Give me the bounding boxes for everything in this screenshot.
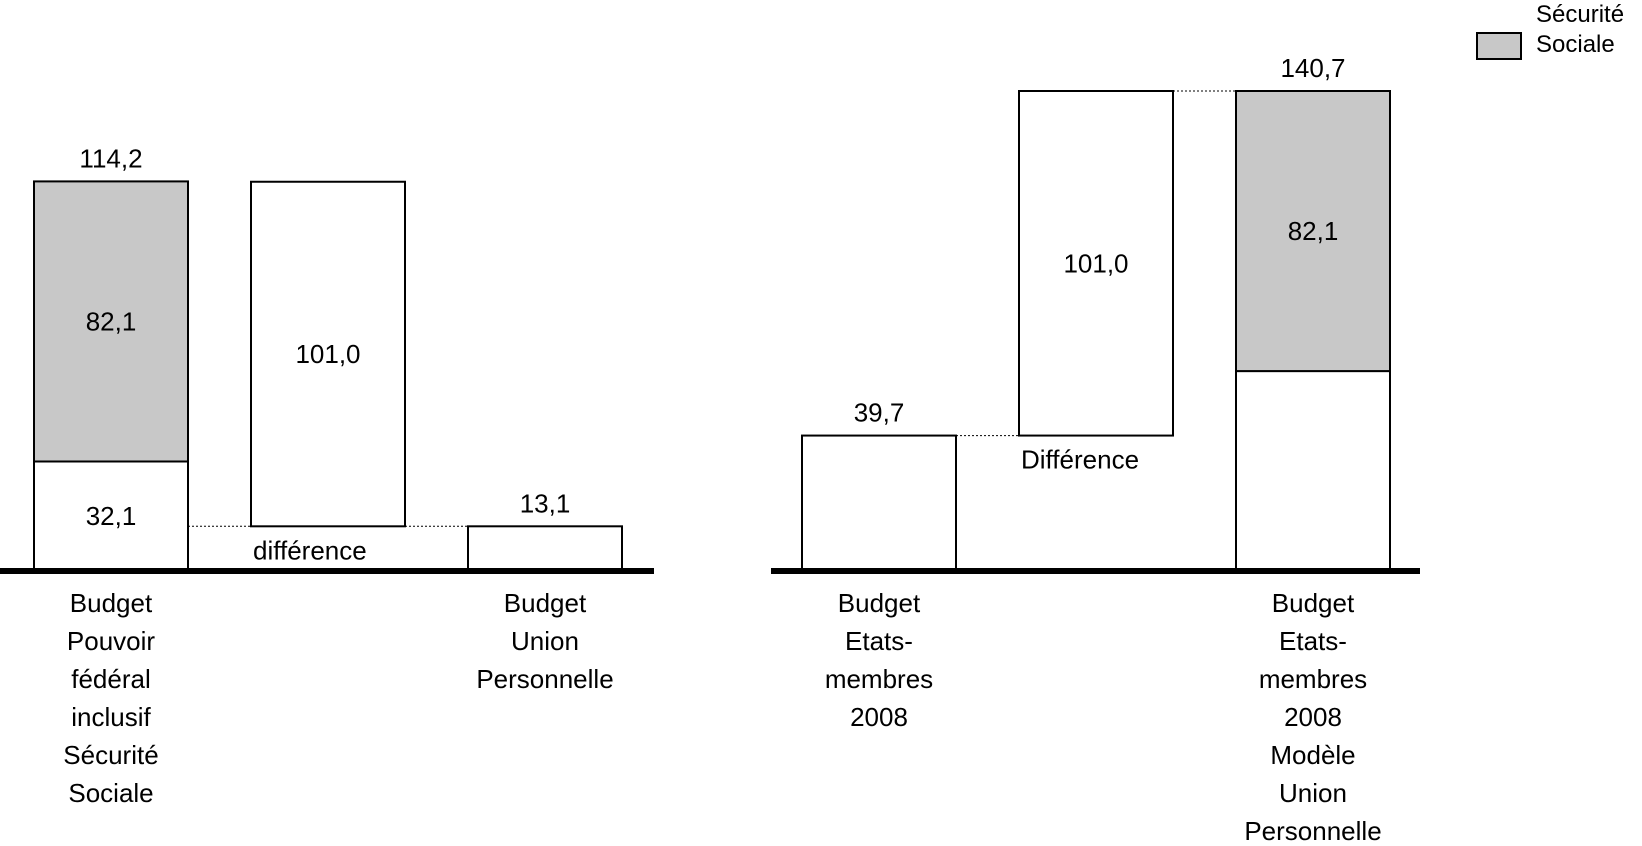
category-label-2-3-6: Union bbox=[1279, 778, 1347, 808]
legend-label-line1: Sécurité bbox=[1536, 1, 1625, 28]
category-label-2-1-2: Etats- bbox=[845, 626, 913, 656]
category-label-2-1-1: Budget bbox=[838, 588, 921, 618]
category-label-1-3-2: Union bbox=[511, 626, 579, 656]
category-label-2-3-5: Modèle bbox=[1270, 740, 1355, 770]
bar-segment-1-1-2 bbox=[33, 180, 189, 463]
category-label-1-1-1: Budget bbox=[70, 588, 153, 618]
category-label-2-3-1: Budget bbox=[1272, 588, 1355, 618]
category-label-2-3-3: membres bbox=[1259, 664, 1367, 694]
category-label-1-1-3: fédéral bbox=[71, 664, 151, 694]
difference-label-2: Différence bbox=[1021, 445, 1139, 475]
category-label-2-3-4: 2008 bbox=[1284, 702, 1342, 732]
total-label-2-1: 39,7 bbox=[854, 398, 905, 428]
bar-segment-1-2-1 bbox=[250, 180, 406, 528]
bar-segment-2-3-1 bbox=[1235, 370, 1391, 573]
segment-label-1-1-1: 32,1 bbox=[86, 501, 137, 531]
category-label-2-3-7: Personnelle bbox=[1244, 816, 1381, 846]
category-label-1-1-2: Pouvoir bbox=[67, 626, 155, 656]
segment-label-2-2-1: 101,0 bbox=[1063, 248, 1128, 278]
bar-segment-1-1-1 bbox=[33, 460, 189, 573]
legend-swatch-securite-sociale bbox=[1476, 32, 1522, 60]
bar-segment-2-1-1 bbox=[801, 434, 957, 572]
segment-label-2-3-2: 82,1 bbox=[1288, 216, 1339, 246]
bar-segment-2-2-1 bbox=[1018, 90, 1174, 437]
total-label-2-3: 140,7 bbox=[1280, 53, 1345, 83]
category-label-2-3-2: Etats- bbox=[1279, 626, 1347, 656]
total-label-1-3: 13,1 bbox=[520, 488, 571, 518]
category-label-2-1-4: 2008 bbox=[850, 702, 908, 732]
segment-label-1-2-1: 101,0 bbox=[295, 339, 360, 369]
segment-label-1-1-2: 82,1 bbox=[86, 306, 137, 336]
category-label-1-1-4: inclusif bbox=[71, 702, 151, 732]
category-label-1-1-5: Sécurité bbox=[63, 740, 158, 770]
category-label-1-1-6: Sociale bbox=[68, 778, 153, 808]
legend-label-line2: Sociale bbox=[1536, 31, 1615, 58]
category-label-1-3-1: Budget bbox=[504, 588, 587, 618]
difference-label-1: différence bbox=[253, 535, 367, 565]
total-label-1-1: 114,2 bbox=[79, 143, 142, 173]
bar-segment-1-3-1 bbox=[467, 525, 623, 572]
legend-label: Sécurité Sociale bbox=[1536, 0, 1624, 60]
category-label-1-3-3: Personnelle bbox=[476, 664, 613, 694]
category-label-2-1-3: membres bbox=[825, 664, 933, 694]
bar-segment-2-3-2 bbox=[1235, 90, 1391, 373]
